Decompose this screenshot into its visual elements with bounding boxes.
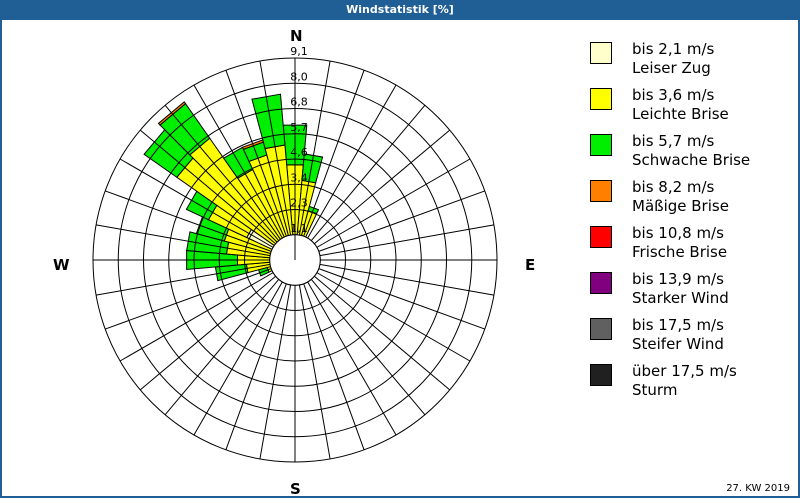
legend-label: Steifer Wind (632, 335, 724, 354)
compass-west: W (53, 256, 70, 274)
ring-label: 6,8 (290, 96, 308, 109)
grid-spoke (96, 264, 270, 295)
grid-spoke (311, 279, 425, 414)
ring-label: 3,4 (290, 171, 308, 184)
compass-east: E (525, 256, 535, 274)
legend-speed: bis 3,6 m/s (632, 86, 729, 105)
compass-north: N (290, 27, 303, 45)
grid-spoke (140, 276, 275, 390)
grid-spoke (320, 264, 494, 295)
legend-swatch (590, 226, 612, 248)
legend-swatch (590, 364, 612, 386)
grid-spoke (304, 284, 364, 450)
ring-label: 4,6 (290, 146, 308, 159)
ring-label: 2,3 (290, 197, 308, 210)
ring-label: 9,1 (290, 45, 308, 58)
legend-label: Schwache Brise (632, 151, 750, 170)
legend-label: Leiser Zug (632, 59, 714, 78)
wind-rose-svg: 1,1 2,3 3,4 4,6 5,7 6,8 8,0 9,1 (0, 20, 590, 500)
legend-label: Sturm (632, 381, 737, 400)
grid-spoke (319, 269, 485, 329)
week-label: 27. KW 2019 (726, 483, 790, 494)
grid-spoke (319, 191, 485, 251)
ring-label: 5,7 (290, 121, 308, 134)
grid-spoke (314, 130, 449, 244)
grid-spoke (314, 276, 449, 390)
legend-speed: bis 8,2 m/s (632, 178, 729, 197)
legend-speed: bis 5,7 m/s (632, 132, 750, 151)
legend-speed: bis 10,8 m/s (632, 224, 727, 243)
legend-speed: bis 2,1 m/s (632, 40, 714, 59)
grid-spoke (299, 285, 330, 459)
grid-spoke (105, 269, 271, 329)
ring-label: 8,0 (290, 70, 308, 83)
legend-speed: über 17,5 m/s (632, 362, 737, 381)
grid-spoke (260, 285, 291, 459)
legend-label: Starker Wind (632, 289, 729, 308)
legend-swatch (590, 272, 612, 294)
grid-spoke (320, 225, 494, 256)
legend-label: Mäßige Brise (632, 197, 729, 216)
legend-label: Leichte Brise (632, 105, 729, 124)
grid-spoke (317, 273, 470, 361)
legend-swatch (590, 42, 612, 64)
wind-sector (252, 94, 285, 148)
grid-spoke (194, 282, 282, 435)
legend-swatch (590, 318, 612, 340)
ring-label: 1,1 (290, 222, 308, 235)
legend-speed: bis 17,5 m/s (632, 316, 724, 335)
grid-spoke (165, 279, 279, 414)
grid-spoke (317, 159, 470, 247)
legend-swatch (590, 88, 612, 110)
compass-south: S (290, 480, 301, 498)
legend-speed: bis 13,9 m/s (632, 270, 729, 289)
legend-swatch (590, 134, 612, 156)
legend-swatch (590, 180, 612, 202)
grid-spoke (311, 105, 425, 240)
grid-spoke (120, 273, 273, 361)
legend-label: Frische Brise (632, 243, 727, 262)
grid-spoke (226, 284, 286, 450)
grid-spoke (308, 282, 396, 435)
chart-title: Windstatistik [%] (0, 0, 800, 20)
grid-spoke (304, 70, 364, 236)
